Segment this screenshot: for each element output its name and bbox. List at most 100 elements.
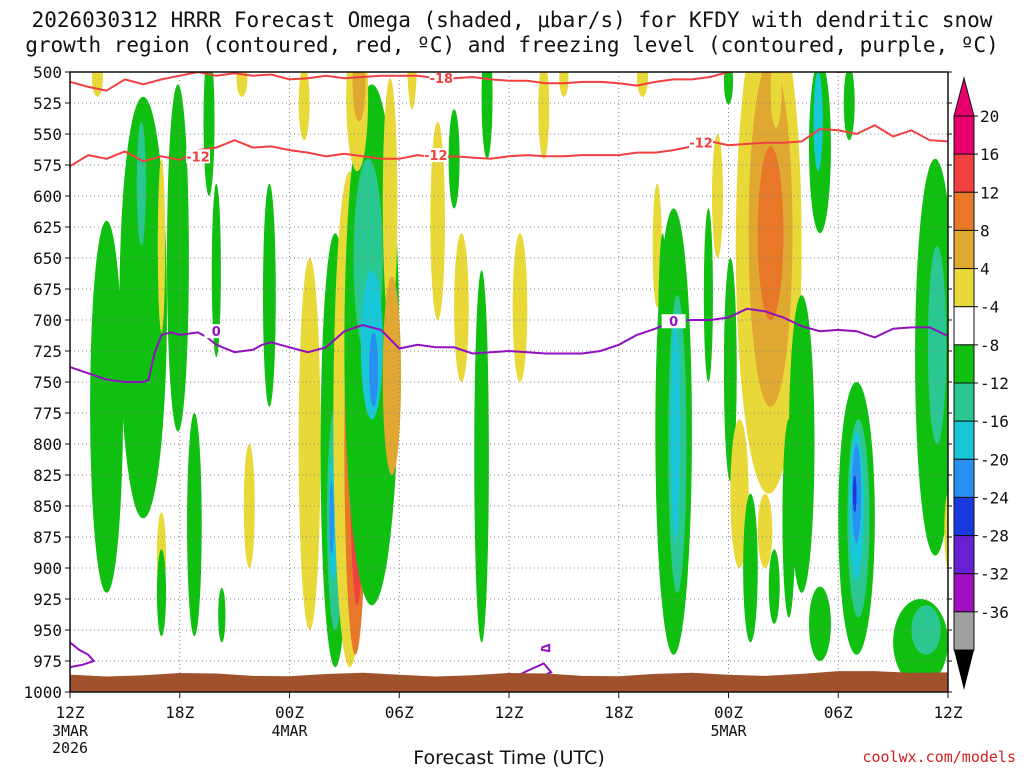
contour-0c-freezing-level	[70, 307, 948, 383]
colorbar-swatch-7	[953, 382, 975, 422]
contour--18c-isotherm	[70, 72, 854, 92]
omega-cell-28	[369, 332, 379, 407]
omega-cell-35	[448, 109, 460, 209]
contour-label--18c-isotherm-0: -18	[430, 72, 454, 87]
y-tick-label-17: 925	[33, 590, 62, 609]
contour-label-bg--18c-isotherm-0	[429, 72, 454, 86]
x-tick-label-0: 12Z	[56, 703, 85, 722]
colorbar-label-4: 4	[980, 260, 990, 279]
omega-cell-19	[329, 481, 334, 556]
y-tick-label-2: 550	[33, 125, 62, 144]
x-tick-label-3: 06Z	[385, 703, 414, 722]
contour-label--12c-isotherm-2: -12	[689, 137, 713, 152]
colorbar-label-9: -20	[980, 450, 1009, 469]
omega-cell-15	[298, 258, 321, 630]
omega-cell-76	[559, 72, 569, 97]
y-tick-label-10: 750	[33, 373, 62, 392]
y-tick-label-6: 650	[33, 249, 62, 268]
colorbar-label-7: -12	[980, 374, 1009, 393]
x-tick-label-7: 06Z	[824, 703, 853, 722]
colorbar-label-8: -16	[980, 412, 1009, 431]
colorbar-label-10: -24	[980, 488, 1009, 507]
colorbar-swatch-9	[953, 458, 975, 498]
x-tick-label-5: 18Z	[604, 703, 633, 722]
y-tick-label-18: 950	[33, 621, 62, 640]
colorbar-swatch-3	[953, 229, 975, 270]
omega-cell-39	[512, 233, 528, 382]
omega-cell-78	[723, 72, 734, 105]
colorbar-swatch-0	[953, 115, 975, 155]
omega-cell-53	[757, 146, 784, 320]
colorbar-bottom-arrow	[954, 650, 974, 690]
colorbar-swatch-13	[953, 611, 975, 651]
terrain-band	[70, 671, 948, 692]
y-tick-label-15: 875	[33, 528, 62, 547]
chart-title-line-1: 2026030312 HRRR Forecast Omega (shaded, …	[31, 8, 993, 32]
contour-label-bg--12c-isotherm-1	[423, 148, 448, 163]
omega-cell-67	[852, 475, 857, 513]
y-tick-label-4: 600	[33, 187, 62, 206]
plot-area: -18 -12 -12 -12 0 0	[70, 72, 948, 692]
y-tick-label-19: 975	[33, 652, 62, 671]
omega-cell-30	[352, 72, 366, 122]
colorbar-label-13: -36	[980, 603, 1009, 622]
omega-cell-38	[474, 270, 489, 643]
omega-cell-75	[236, 72, 248, 97]
y-tick-label-13: 825	[33, 466, 62, 485]
omega-cell-37	[481, 72, 493, 159]
colorbar-swatch-2	[953, 191, 975, 231]
omega-cell-33	[407, 72, 417, 110]
omega-cell-0	[90, 220, 124, 593]
omega-cell-72	[927, 245, 947, 444]
omega-cell-8	[187, 412, 202, 637]
freezing-ring-2	[540, 643, 551, 653]
chart-title-line-2: growth region (contoured, red, ºC) and f…	[25, 33, 999, 57]
omega-cell-36	[454, 233, 469, 382]
omega-cell-3	[136, 121, 146, 246]
chart-title: 2026030312 HRRR Forecast Omega (shaded, …	[0, 8, 1024, 58]
y-tick-label-7: 675	[33, 280, 62, 299]
omega-cell-62	[808, 586, 831, 661]
omega-cell-61	[813, 72, 823, 172]
contour--12c-isotherm	[70, 124, 948, 168]
omega-cell-4	[166, 84, 189, 432]
omega-cell-14	[298, 72, 310, 141]
contour-label-bg--12c-isotherm-2	[689, 135, 714, 150]
x-tick-sublabel-6-0: 5MAR	[710, 722, 747, 740]
colorbar-label-11: -28	[980, 527, 1009, 546]
omega-cell-77	[637, 72, 649, 97]
colorbar-top-arrow	[953, 76, 975, 117]
colorbar-swatch-8	[953, 420, 975, 460]
colorbar-label-3: 8	[980, 221, 990, 240]
omega-cell-47	[712, 134, 724, 258]
x-tick-label-1: 18Z	[165, 703, 194, 722]
contour-label-bg--12c-isotherm-0	[186, 149, 211, 164]
y-tick-label-11: 775	[33, 404, 62, 423]
omega-cell-49	[730, 419, 749, 568]
omega-cell-48	[723, 258, 737, 482]
omega-cell-5	[157, 158, 166, 333]
y-tick-label-5: 625	[33, 218, 62, 237]
x-tick-sublabel-2-0: 4MAR	[271, 722, 308, 740]
colorbar-label-6: -8	[980, 336, 999, 355]
x-tick-sublabel-0-1: 2026	[52, 739, 88, 757]
colorbar-swatch-10	[953, 496, 975, 537]
colorbar-label-12: -32	[980, 565, 1009, 584]
contour-label-bg-0c-freezing-level-0	[204, 324, 229, 339]
x-tick-label-4: 12Z	[495, 703, 524, 722]
x-tick-sublabel-0-0: 3MAR	[52, 722, 89, 740]
omega-cell-54	[770, 72, 782, 128]
y-tick-label-8: 700	[33, 311, 62, 330]
contour-label--12c-isotherm-0: -12	[186, 150, 210, 165]
omega-cell-7	[156, 549, 167, 637]
omega-cell-56	[757, 493, 773, 568]
x-tick-label-8: 12Z	[934, 703, 963, 722]
omega-cell-12	[243, 444, 255, 568]
y-tick-label-3: 575	[33, 156, 62, 175]
omega-cell-46	[703, 208, 713, 382]
omega-cell-31	[382, 78, 398, 327]
x-axis-label: Forecast Time (UTC)	[413, 747, 604, 768]
omega-cell-58	[768, 549, 780, 624]
colorbar-swatch-5	[953, 306, 975, 346]
